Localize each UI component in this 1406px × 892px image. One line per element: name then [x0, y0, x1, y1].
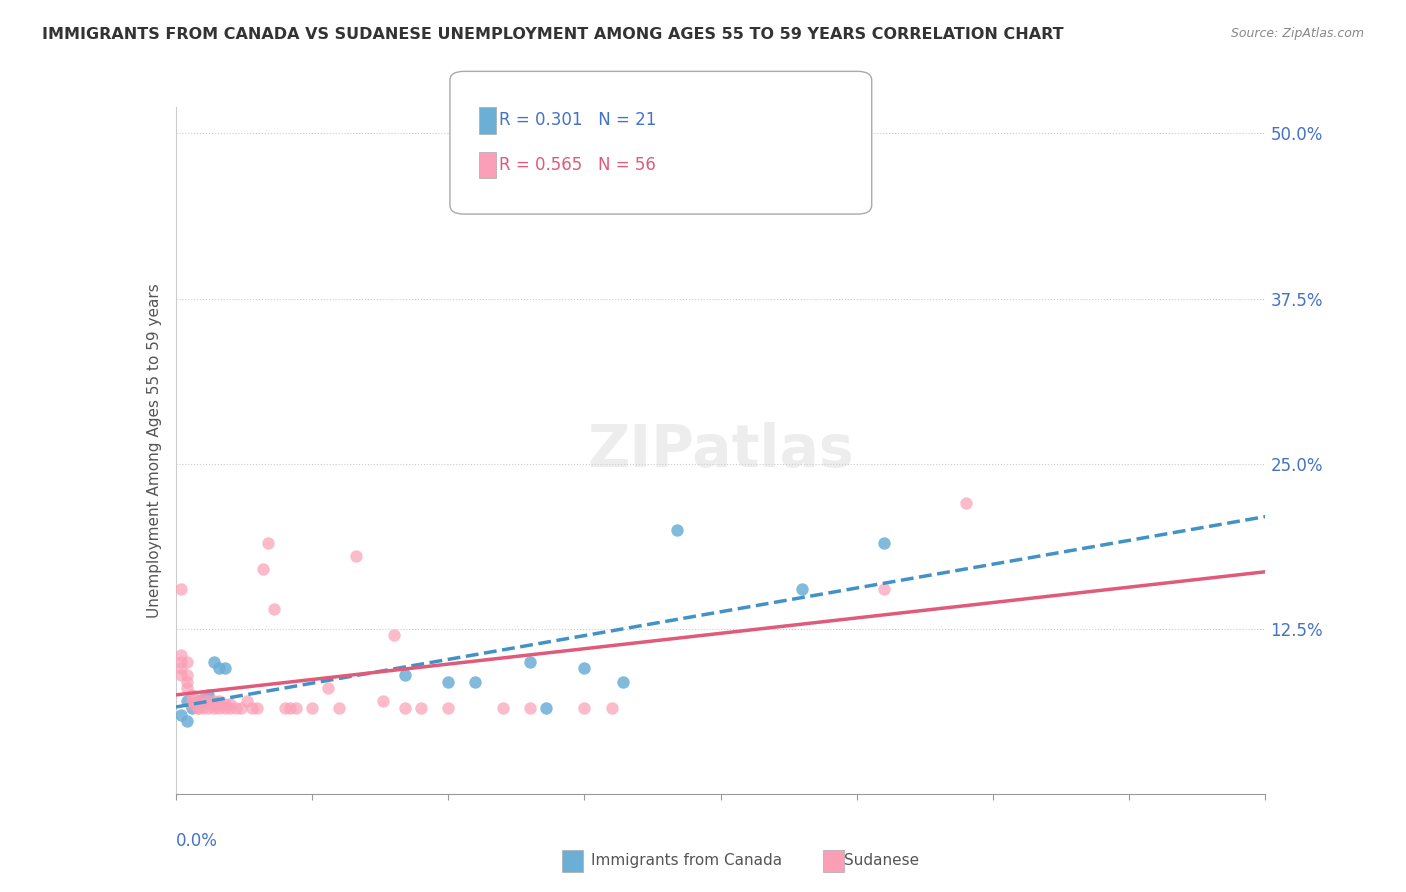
Text: R = 0.565   N = 56: R = 0.565 N = 56 [499, 156, 657, 174]
Point [170, 582, 193, 596]
Point [235, 694, 257, 708]
Point [437, 674, 460, 689]
Point [612, 674, 634, 689]
Point [318, 681, 340, 696]
Text: Immigrants from Canada: Immigrants from Canada [591, 854, 782, 868]
Point [534, 701, 557, 715]
Point [873, 582, 896, 596]
Point [666, 523, 689, 537]
Point [181, 694, 204, 708]
Point [394, 701, 416, 715]
Point [186, 701, 209, 715]
Point [214, 697, 236, 711]
Point [873, 536, 896, 550]
Point [328, 701, 350, 715]
Point [301, 701, 323, 715]
Point [170, 707, 193, 722]
Point [186, 701, 209, 715]
Point [191, 691, 214, 706]
Point [176, 681, 198, 696]
Point [170, 668, 193, 682]
Point [208, 694, 231, 708]
Point [208, 697, 231, 711]
Point [394, 668, 416, 682]
Point [219, 701, 242, 715]
Text: R = 0.301   N = 21: R = 0.301 N = 21 [499, 112, 657, 129]
Point [409, 701, 432, 715]
Point [202, 697, 225, 711]
Point [263, 602, 285, 616]
Point [284, 701, 307, 715]
Point [208, 701, 231, 715]
Point [208, 661, 231, 675]
Point [176, 668, 198, 682]
Point [225, 701, 247, 715]
Point [240, 701, 263, 715]
Point [197, 701, 219, 715]
Point [197, 688, 219, 702]
Point [574, 701, 596, 715]
Point [519, 655, 541, 669]
Point [246, 701, 269, 715]
Point [186, 694, 209, 708]
Point [344, 549, 367, 563]
Point [181, 688, 204, 702]
Text: IMMIGRANTS FROM CANADA VS SUDANESE UNEMPLOYMENT AMONG AGES 55 TO 59 YEARS CORREL: IMMIGRANTS FROM CANADA VS SUDANESE UNEMP… [42, 27, 1064, 42]
Point [382, 628, 405, 642]
Point [492, 701, 515, 715]
Point [274, 701, 297, 715]
Point [176, 674, 198, 689]
Point [181, 697, 204, 711]
Point [176, 694, 198, 708]
Text: Sudanese: Sudanese [844, 854, 918, 868]
Point [257, 536, 280, 550]
Point [214, 661, 236, 675]
Point [252, 562, 274, 576]
Point [464, 674, 486, 689]
Point [600, 701, 623, 715]
Point [191, 691, 214, 706]
Point [955, 496, 977, 510]
Point [792, 582, 814, 596]
Point [191, 701, 214, 715]
Point [437, 701, 460, 715]
Y-axis label: Unemployment Among Ages 55 to 59 years: Unemployment Among Ages 55 to 59 years [146, 283, 162, 618]
Point [176, 714, 198, 729]
Point [181, 701, 204, 715]
Point [202, 694, 225, 708]
Text: ZIPatlas: ZIPatlas [588, 422, 853, 479]
Point [278, 701, 301, 715]
Point [186, 694, 209, 708]
Point [231, 701, 253, 715]
Point [170, 655, 193, 669]
Point [371, 694, 394, 708]
Text: 0.0%: 0.0% [176, 831, 218, 850]
Point [574, 661, 596, 675]
Point [176, 655, 198, 669]
Point [170, 661, 193, 675]
Point [519, 701, 541, 715]
Point [219, 697, 242, 711]
Text: Source: ZipAtlas.com: Source: ZipAtlas.com [1230, 27, 1364, 40]
Point [170, 648, 193, 663]
Point [202, 701, 225, 715]
Point [197, 694, 219, 708]
Point [191, 697, 214, 711]
Point [214, 701, 236, 715]
Point [181, 697, 204, 711]
Point [202, 655, 225, 669]
